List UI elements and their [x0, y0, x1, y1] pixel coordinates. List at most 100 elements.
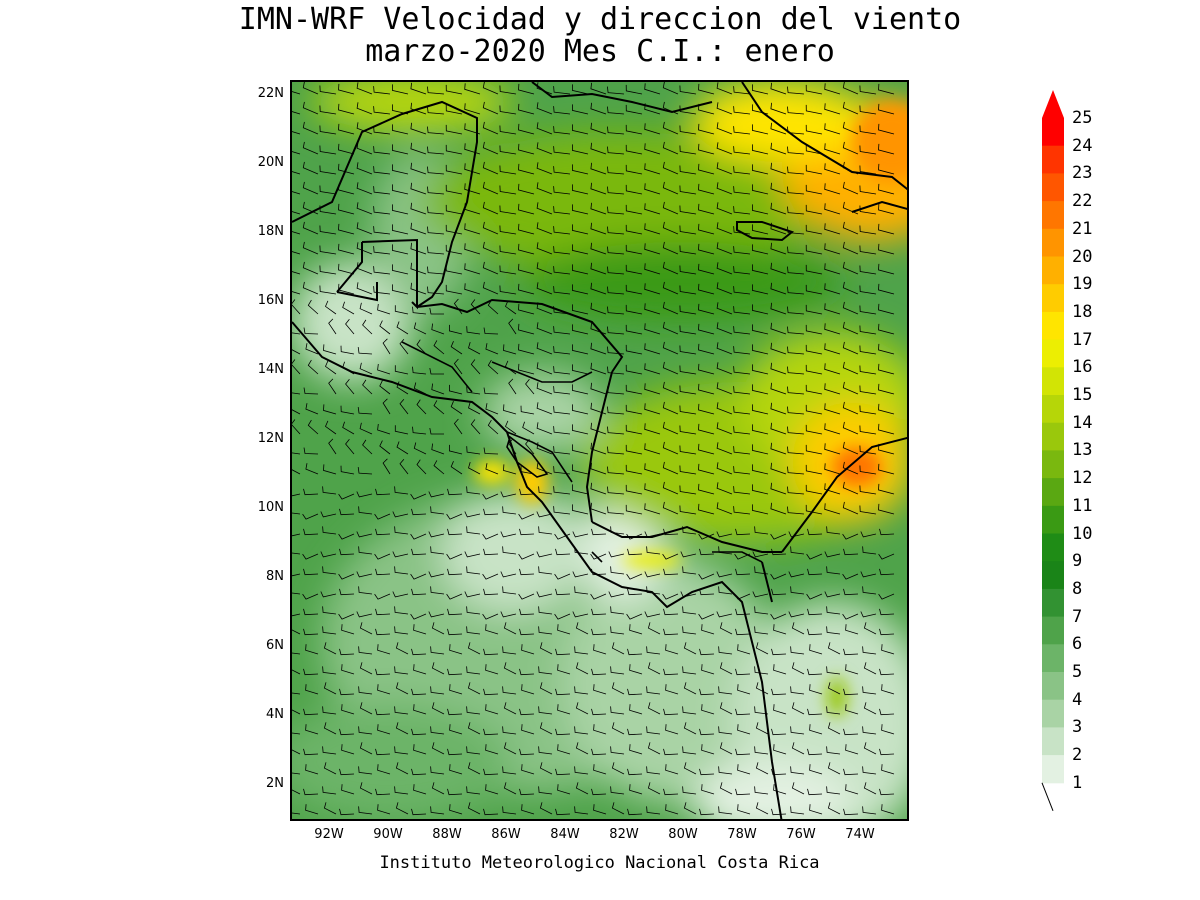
wind-barb — [644, 443, 661, 455]
wind-barb — [662, 401, 679, 415]
wind-barb — [842, 381, 859, 395]
wind-barb — [790, 586, 805, 595]
wind-barb — [698, 613, 715, 620]
wind-barb — [809, 764, 823, 775]
wind-barb — [698, 123, 715, 135]
wind-barb — [843, 588, 859, 596]
wind-barb — [433, 400, 445, 415]
wind-barb — [662, 221, 679, 235]
wind-barb — [292, 613, 301, 617]
wind-barb — [303, 488, 319, 496]
wind-barb — [842, 321, 859, 335]
legend-label: 18 — [1072, 301, 1093, 322]
wind-barb — [878, 463, 895, 475]
wind-barb — [445, 144, 463, 155]
wind-barb — [590, 482, 607, 495]
wind-barb — [468, 341, 481, 355]
wind-barb — [557, 624, 571, 635]
wind-barb — [536, 262, 553, 275]
wind-barb — [292, 392, 301, 395]
wind-barb — [826, 526, 841, 535]
wind-barb — [590, 82, 607, 95]
wind-barb — [626, 573, 643, 580]
wind-barb — [733, 426, 751, 435]
wind-barb — [859, 505, 877, 515]
wind-barb — [319, 185, 337, 195]
wind-barb — [302, 121, 319, 135]
wind-barb — [553, 286, 571, 295]
wind-barb — [468, 461, 481, 475]
wind-barb — [572, 611, 589, 618]
wind-barb — [305, 463, 319, 475]
wind-barb — [662, 593, 679, 600]
legend-label: 16 — [1072, 357, 1093, 378]
legend-label: 4 — [1072, 689, 1083, 710]
wind-barb — [790, 546, 805, 555]
wind-barb — [453, 298, 463, 315]
wind-barb — [607, 466, 625, 475]
wind-barb — [607, 146, 625, 155]
wind-barb — [663, 608, 679, 616]
wind-barb — [608, 591, 625, 598]
wind-barb — [791, 622, 805, 635]
wind-barb — [842, 141, 859, 155]
wind-barb — [627, 648, 643, 656]
wind-barb — [646, 686, 661, 695]
wind-barb — [391, 184, 409, 195]
legend-label: 24 — [1072, 135, 1093, 156]
wind-barb — [842, 261, 859, 275]
legend-label: 14 — [1072, 412, 1093, 433]
wind-barb — [735, 708, 751, 716]
wind-barb — [733, 146, 751, 155]
legend-label: 13 — [1072, 440, 1093, 461]
wind-barb — [536, 82, 553, 95]
wind-barb — [879, 748, 895, 756]
wind-barb — [771, 648, 787, 656]
wind-barb — [449, 724, 463, 735]
wind-barb — [805, 284, 823, 295]
wind-barb — [292, 512, 301, 515]
wind-barb — [482, 261, 499, 275]
wind-barb — [751, 84, 769, 95]
wind-barb — [395, 802, 409, 815]
wind-barb — [430, 546, 445, 555]
wind-barb — [787, 246, 805, 255]
wind-barb — [536, 422, 553, 435]
wind-barb — [391, 84, 409, 95]
wind-barb — [716, 282, 733, 295]
wind-barb — [878, 83, 895, 95]
wind-barb — [536, 442, 553, 455]
wind-barb — [625, 404, 643, 415]
wind-barb — [698, 323, 715, 335]
wind-barb — [485, 704, 499, 715]
wind-barb — [302, 261, 319, 275]
wind-barb — [339, 508, 355, 516]
wind-barb — [735, 608, 751, 616]
wind-barb — [466, 786, 481, 795]
wind-barb — [499, 225, 517, 235]
wind-barb — [733, 466, 751, 475]
wind-barb — [377, 303, 391, 315]
wind-barb — [751, 444, 769, 455]
wind-barb — [719, 662, 733, 675]
wind-barb — [590, 553, 607, 560]
legend-swatch — [1042, 505, 1064, 534]
legend-swatch — [1042, 755, 1064, 784]
wind-barb — [824, 103, 841, 115]
wind-barb — [487, 299, 499, 315]
wind-barb — [805, 264, 823, 275]
wind-barb — [427, 126, 445, 135]
wind-barb — [733, 226, 751, 235]
wind-barb — [339, 768, 355, 776]
credit-text: Instituto Meteorologico Nacional Costa R… — [379, 853, 820, 873]
wind-barb — [862, 766, 877, 775]
wind-barb — [881, 644, 895, 655]
wind-barb — [503, 742, 517, 755]
wind-barb — [718, 546, 733, 555]
wind-barb — [428, 571, 445, 578]
wind-barb — [770, 573, 787, 580]
wind-barb — [538, 526, 553, 535]
wind-barb — [433, 340, 445, 355]
wind-barb — [593, 684, 607, 695]
legend-swatch — [1042, 588, 1064, 618]
